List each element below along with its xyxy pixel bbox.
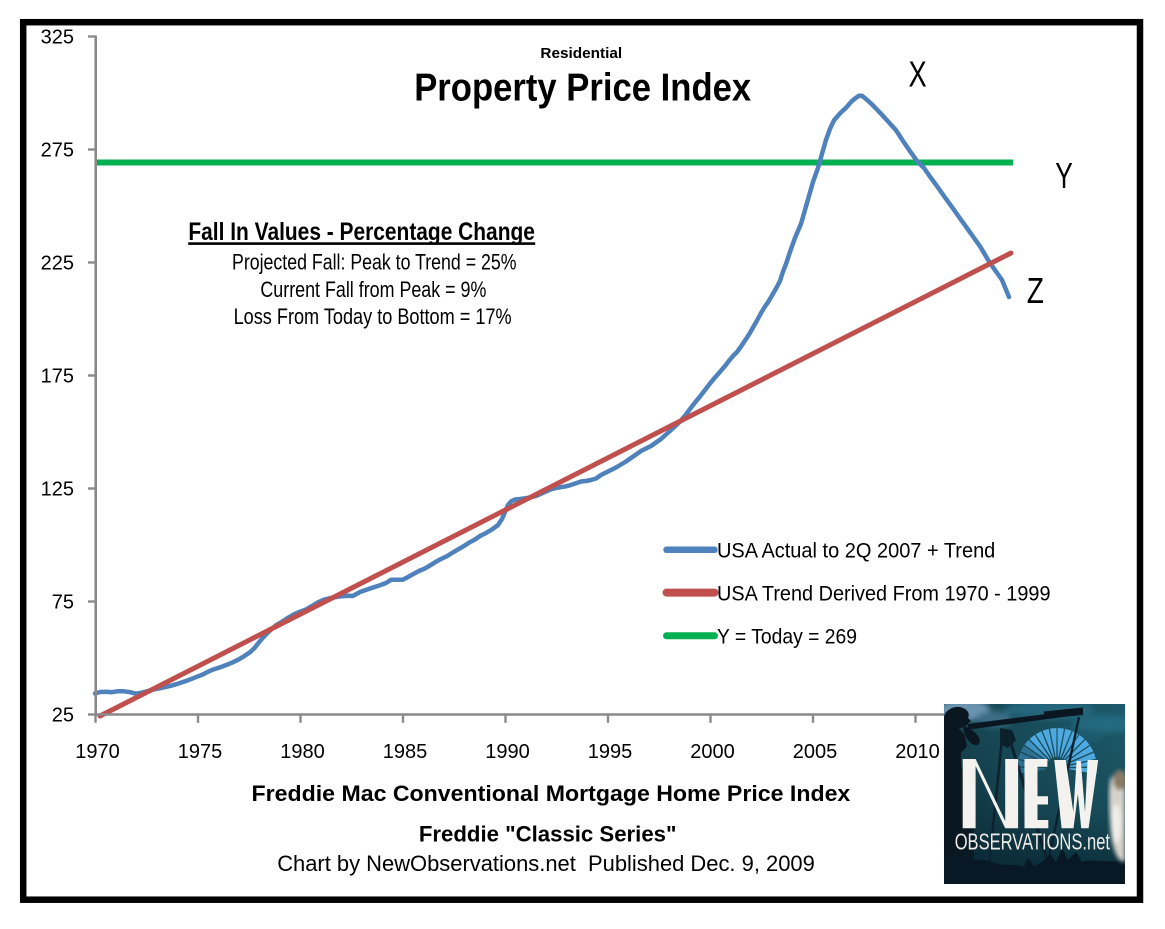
svg-text:1985: 1985 bbox=[383, 741, 428, 763]
svg-text:75: 75 bbox=[52, 592, 74, 614]
svg-text:Current Fall from Peak = 9%: Current Fall from Peak = 9% bbox=[260, 277, 486, 302]
svg-text:1995: 1995 bbox=[588, 741, 633, 763]
svg-text:2010: 2010 bbox=[895, 741, 940, 763]
svg-text:Freddie Mac Conventional Mortg: Freddie Mac Conventional Mortgage Home P… bbox=[252, 781, 851, 806]
svg-text:175: 175 bbox=[41, 366, 74, 388]
svg-text:1980: 1980 bbox=[280, 741, 325, 763]
svg-text:Y = Today = 269: Y = Today = 269 bbox=[717, 624, 857, 648]
svg-text:325: 325 bbox=[41, 27, 74, 49]
svg-text:275: 275 bbox=[41, 140, 74, 162]
svg-text:USA Actual to 2Q 2007 + Trend: USA Actual to 2Q 2007 + Trend bbox=[717, 538, 995, 562]
svg-text:225: 225 bbox=[41, 253, 74, 275]
svg-text:Y: Y bbox=[1055, 155, 1073, 196]
svg-text:USA Trend Derived From 1970 -: USA Trend Derived From 1970 - 1999 bbox=[717, 581, 1051, 605]
svg-text:Property Price Index: Property Price Index bbox=[414, 67, 752, 110]
svg-text:Residential: Residential bbox=[540, 45, 622, 62]
svg-text:Fall In Values - Percentage Ch: Fall In Values - Percentage Change bbox=[188, 218, 535, 246]
svg-text:Chart by NewObservations.net: Chart by NewObservations.net Published D… bbox=[277, 851, 815, 876]
svg-text:1970: 1970 bbox=[75, 741, 120, 763]
svg-text:X: X bbox=[909, 53, 927, 94]
svg-text:OBSERVATIONS.net: OBSERVATIONS.net bbox=[955, 829, 1111, 855]
svg-text:Z: Z bbox=[1027, 270, 1044, 311]
svg-text:Loss From Today to Bottom = 17: Loss From Today to Bottom = 17% bbox=[234, 304, 512, 329]
svg-text:25: 25 bbox=[52, 705, 74, 727]
svg-text:2005: 2005 bbox=[793, 741, 838, 763]
svg-text:125: 125 bbox=[41, 479, 74, 501]
svg-text:Projected Fall: Peak to Trend: Projected Fall: Peak to Trend = 25% bbox=[232, 249, 517, 274]
svg-text:1975: 1975 bbox=[178, 741, 223, 763]
svg-text:1990: 1990 bbox=[485, 741, 530, 763]
svg-text:Freddie "Classic Series": Freddie "Classic Series" bbox=[419, 822, 677, 847]
svg-text:2000: 2000 bbox=[690, 741, 735, 763]
